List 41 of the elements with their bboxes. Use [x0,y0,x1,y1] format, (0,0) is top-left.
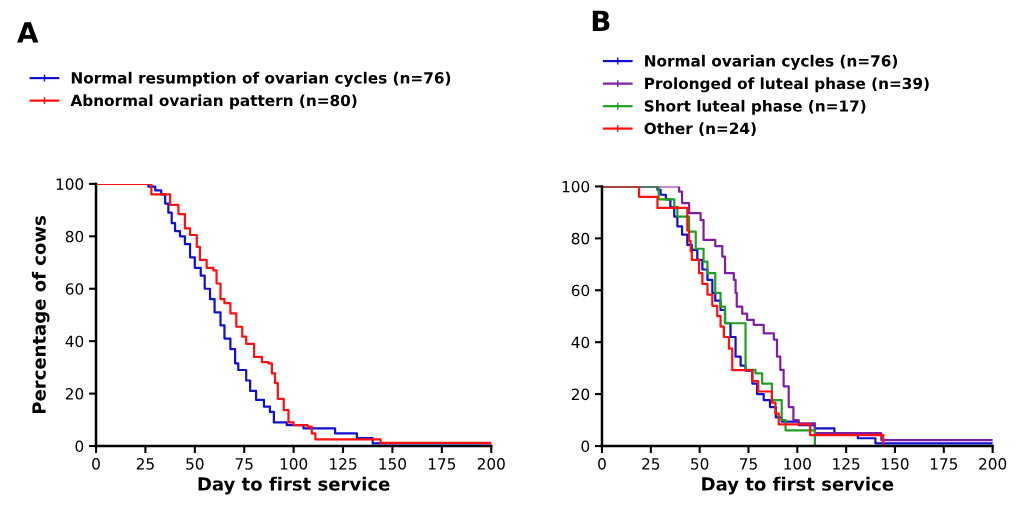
y-tick-label: 0 [75,440,84,453]
legend-label: Other (n=24) [644,122,756,136]
x-tick-label: 75 [740,458,757,470]
x-tick-label: 0 [598,458,606,470]
chart-title: A [17,22,39,43]
y-tick-label: 100 [56,178,84,190]
x-tick-label: 175 [428,458,456,470]
x-tick-label: 125 [833,458,860,470]
y-tick-label: 40 [571,336,590,349]
x-tick-label: 150 [379,458,406,470]
x-axis-title: Day to first service [702,476,894,495]
legend-label: Prolonged of luteal phase (n=39) [645,77,929,93]
x-tick-label: 0 [92,458,100,470]
y-tick-label: 100 [562,180,590,193]
y-tick-label: 80 [65,230,84,243]
x-tick-label: 100 [784,458,811,470]
legend-label: Abnormal ovarian pattern (n=80) [70,94,357,110]
y-tick-label: 20 [571,388,590,401]
x-tick-label: 200 [979,458,1007,470]
x-tick-label: 75 [235,458,253,470]
y-tick-label: 0 [581,440,590,453]
y-tick-label: 40 [65,335,84,348]
x-axis-title: Day to first service [198,476,390,495]
y-tick-label: 20 [65,388,84,400]
x-tick-label: 200 [477,458,505,470]
x-tick-label: 25 [136,458,154,470]
y-axis-title: Percentage of cows [31,216,50,414]
x-tick-label: 175 [930,458,958,470]
x-tick-label: 50 [186,458,204,470]
legend-label: Normal ovarian cycles (n=76) [645,54,898,70]
x-tick-label: 25 [642,458,660,470]
y-tick-label: 60 [571,284,590,297]
chart-title: B [592,10,610,32]
x-tick-label: 150 [882,458,909,470]
x-tick-label: 100 [280,458,308,470]
legend-label: Short luteal phase (n=17) [644,99,866,115]
y-tick-label: 60 [65,283,84,295]
y-tick-label: 80 [571,232,590,245]
legend-label: Normal resumption of ovarian cycles (n=76) [71,71,451,87]
x-tick-label: 125 [330,458,357,470]
x-tick-label: 50 [691,458,709,470]
